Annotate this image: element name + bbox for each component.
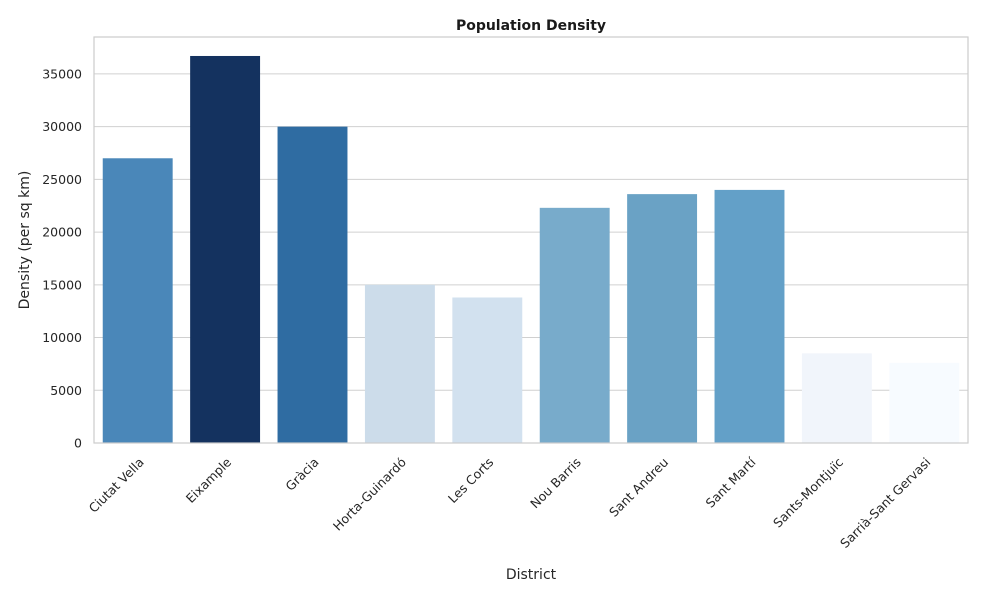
x-tick-label: Ciutat Vella (86, 455, 147, 516)
y-axis-label: Density (per sq km) (17, 171, 33, 310)
x-tick-labels: Ciutat Vella Eixample Gràcia Horta-Guinardó… (86, 454, 934, 551)
bar (539, 207, 610, 443)
x-axis-label: District (506, 567, 557, 583)
bar (190, 55, 261, 444)
x-tick-label: Les Corts (445, 455, 497, 507)
y-tick-label: 30000 (42, 119, 82, 134)
bar (889, 362, 960, 443)
bar (452, 297, 523, 443)
x-tick-label: Eixample (183, 454, 235, 506)
chart-title: Population Density (456, 18, 606, 34)
y-tick-label: 10000 (42, 330, 82, 345)
x-tick-label: Sant Martí (703, 454, 759, 510)
y-tick-labels: 0 5000 10000 15000 20000 25000 30000 35000 (42, 66, 82, 450)
x-tick-label: Nou Barris (527, 455, 584, 512)
bars (102, 55, 960, 444)
bar (627, 194, 698, 443)
bar (364, 284, 435, 443)
y-tick-label: 5000 (50, 383, 82, 398)
x-tick-label: Horta-Guinardó (330, 455, 409, 534)
bar (714, 189, 785, 443)
x-tick-label: Gràcia (282, 455, 321, 494)
x-tick-label: Sants-Montjuïc (770, 454, 846, 530)
y-tick-label: 0 (74, 436, 82, 451)
bar (102, 158, 173, 444)
plot-frame (93, 36, 969, 444)
y-tick-label: 25000 (42, 172, 82, 187)
y-tick-label: 15000 (42, 277, 82, 292)
y-tick-label: 35000 (42, 66, 82, 81)
x-tick-label: Sarrià-Sant Gervasi (837, 455, 933, 551)
bar (801, 353, 872, 443)
x-tick-label: Sant Andreu (606, 455, 671, 520)
bar (277, 126, 348, 444)
y-tick-label: 20000 (42, 225, 82, 240)
